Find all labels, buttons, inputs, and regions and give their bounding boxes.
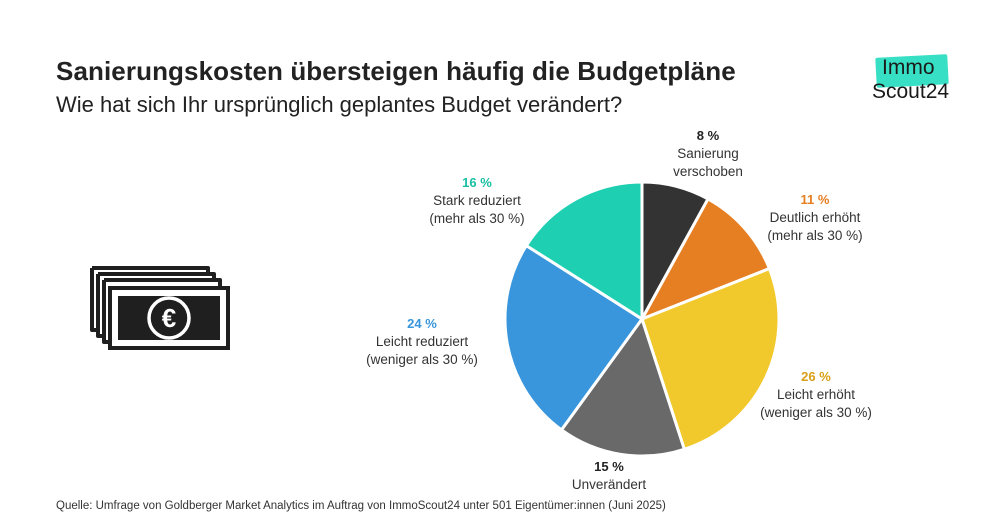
euro-symbol: € <box>162 303 176 333</box>
slice-percent-label-6: 16 % <box>462 175 492 190</box>
immoscout24-logo: Immo Scout24 <box>872 54 962 110</box>
chart-subtitle: Wie hat sich Ihr ursprünglich geplantes … <box>56 92 623 117</box>
slice-percent-label-5: 24 % <box>407 316 437 331</box>
slice-category-label-2-1: Deutlich erhöht <box>770 210 861 225</box>
pie-slice-2 <box>640 197 771 321</box>
slice-category-label-5-2: (weniger als 30 %) <box>366 352 478 367</box>
logo-text-immo: Immo <box>882 56 935 79</box>
slice-percent-label-1: 8 % <box>697 128 720 143</box>
slice-category-label-4-1: Unverändert <box>572 477 647 492</box>
slice-category-label-3-1: Leicht erhöht <box>777 387 855 402</box>
slice-category-label-6-2: (mehr als 30 %) <box>429 211 524 226</box>
slice-category-label-3-2: (weniger als 30 %) <box>760 405 872 420</box>
money-stack-euro-icon: € <box>88 264 238 356</box>
slice-category-label-5-1: Leicht reduziert <box>376 334 469 349</box>
slice-percent-label-3: 26 % <box>801 369 831 384</box>
slice-percent-label-2: 11 % <box>801 192 830 207</box>
source-note: Quelle: Umfrage von Goldberger Market An… <box>56 500 666 512</box>
pie-slice-3 <box>640 267 781 451</box>
slice-category-label-2-2: (mehr als 30 %) <box>767 228 862 243</box>
pie-slice-4 <box>559 317 686 458</box>
logo-text-scout24: Scout24 <box>872 80 950 103</box>
slice-category-label-1-2: verschoben <box>673 164 743 179</box>
slice-category-label-6-1: Stark reduziert <box>433 193 521 208</box>
pie-slice-5 <box>503 244 644 432</box>
slice-percent-label-4: 15 % <box>594 459 624 474</box>
slice-category-label-1-1: Sanierung <box>677 146 739 161</box>
chart-title: Sanierungskosten übersteigen häufig die … <box>56 56 736 86</box>
pie-slice-6 <box>524 180 644 321</box>
